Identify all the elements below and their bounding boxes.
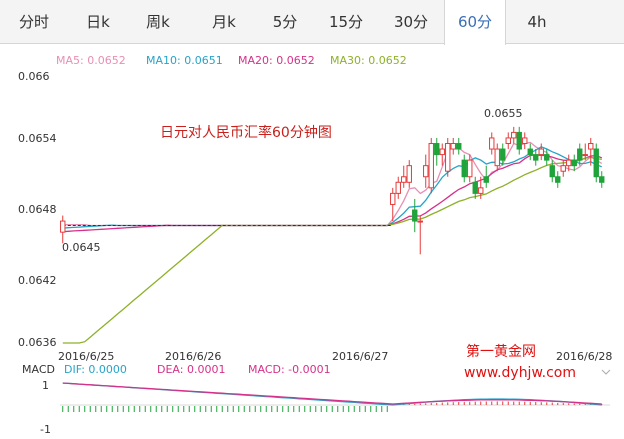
candle-down bbox=[571, 159, 577, 167]
tab-5min[interactable]: 5分 bbox=[272, 13, 298, 31]
candle-down bbox=[434, 143, 440, 156]
ma5-line bbox=[62, 141, 603, 227]
legend-ma10: MA10: 0.0651 bbox=[146, 54, 223, 67]
candle-up bbox=[428, 143, 434, 189]
macd-y-tick-label: 1 bbox=[42, 379, 49, 392]
candle-up bbox=[538, 148, 544, 156]
candle-up bbox=[445, 143, 451, 172]
tab-timeshare[interactable]: 分时 bbox=[18, 13, 49, 31]
candle-down bbox=[456, 143, 462, 150]
x-tick-label: 2016/6/27 bbox=[332, 350, 388, 363]
macd-indicator bbox=[60, 382, 610, 412]
tab-weekly-k[interactable]: 周k bbox=[146, 13, 170, 31]
candle-up bbox=[582, 154, 588, 157]
tab-4h[interactable]: 4h bbox=[527, 13, 547, 31]
macd-value-label: MACD: -0.0001 bbox=[248, 363, 331, 376]
candle-down bbox=[461, 159, 467, 178]
candle-down bbox=[593, 148, 599, 178]
macd-dea-label: DEA: 0.0001 bbox=[157, 363, 225, 376]
ma20-line bbox=[62, 154, 603, 233]
candle-down bbox=[527, 148, 533, 156]
macd-panel-title: MACD bbox=[22, 363, 55, 376]
watermark-url: www.dyhjw.com bbox=[464, 365, 576, 381]
candle-down bbox=[516, 131, 522, 150]
x-tick-label: 2016/6/25 bbox=[58, 350, 114, 363]
candle-up bbox=[390, 192, 396, 205]
chevron-down-icon[interactable] bbox=[601, 369, 611, 375]
candle-up bbox=[522, 137, 528, 144]
macd-dif-line bbox=[62, 382, 602, 406]
candle-down bbox=[544, 154, 550, 161]
tab-15min[interactable]: 15分 bbox=[328, 13, 364, 31]
legend-ma20: MA20: 0.0652 bbox=[238, 54, 315, 67]
candle-up bbox=[467, 159, 473, 178]
candle-up bbox=[417, 220, 423, 223]
candle-up bbox=[566, 159, 572, 167]
candle-up bbox=[60, 220, 66, 233]
ma30-line bbox=[62, 156, 602, 344]
candle-down bbox=[555, 176, 561, 183]
candle-up bbox=[406, 165, 412, 183]
candle-up bbox=[588, 143, 594, 150]
candle-down bbox=[549, 165, 555, 178]
x-tick-label: 2016/6/26 bbox=[165, 350, 221, 363]
y-tick-label: 0.0648 bbox=[18, 203, 57, 216]
candle-up bbox=[560, 165, 566, 172]
tab-60min[interactable]: 60分 bbox=[444, 0, 506, 45]
tab-monthly-k[interactable]: 月k bbox=[212, 13, 236, 31]
high-annotation: 0.0655 bbox=[484, 107, 523, 120]
period-tab-bar: 分时 日k 周k 月k 5分 15分 30分 60分 4h bbox=[0, 0, 624, 45]
candle-down bbox=[533, 154, 539, 161]
ma10-line bbox=[62, 146, 603, 229]
candle-up bbox=[489, 137, 495, 150]
candle-down bbox=[472, 181, 478, 194]
candle-up bbox=[423, 165, 429, 178]
moving-average-lines bbox=[62, 141, 603, 344]
tab-daily-k[interactable]: 日k bbox=[86, 13, 110, 31]
chart-title: 日元对人民币汇率60分钟图 bbox=[160, 124, 332, 141]
y-tick-label: 0.0654 bbox=[18, 132, 57, 145]
candle-up bbox=[478, 187, 484, 194]
candle-up bbox=[395, 181, 401, 194]
macd-dif-label: DIF: 0.0000 bbox=[64, 363, 127, 376]
candle-up bbox=[450, 143, 456, 150]
candle-down bbox=[412, 209, 418, 222]
candle-up bbox=[439, 148, 445, 156]
candle-up bbox=[511, 131, 517, 139]
candle-down bbox=[577, 148, 583, 161]
candle-down bbox=[483, 176, 489, 183]
x-tick-label: 2016/6/28 bbox=[556, 350, 612, 363]
candle-up bbox=[505, 137, 511, 144]
candle-down bbox=[599, 176, 605, 183]
candle-up bbox=[494, 148, 500, 167]
candle-up bbox=[401, 176, 407, 183]
legend-ma30: MA30: 0.0652 bbox=[330, 54, 407, 67]
macd-dea-line bbox=[62, 382, 602, 405]
y-tick-label: 0.0636 bbox=[18, 336, 57, 349]
y-tick-label: 0.0642 bbox=[18, 274, 57, 287]
candle-down bbox=[500, 148, 506, 161]
tab-30min[interactable]: 30分 bbox=[393, 13, 429, 31]
macd-y-tick-label: -1 bbox=[40, 423, 51, 436]
watermark-name: 第一黄金网 bbox=[466, 343, 536, 360]
legend-ma5: MA5: 0.0652 bbox=[56, 54, 126, 67]
y-tick-label: 0.066 bbox=[18, 70, 50, 83]
low-annotation: 0.0645 bbox=[62, 241, 101, 254]
candles bbox=[60, 126, 605, 255]
